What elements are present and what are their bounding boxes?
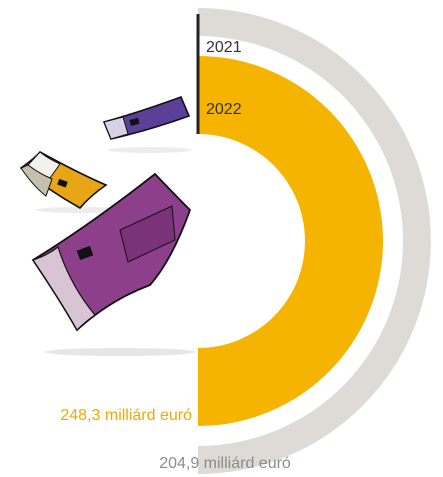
banknote-yellow-small <box>19 150 108 210</box>
value-label-2022: 248,3 milliárd euró <box>60 407 192 424</box>
category-label-2022: 2022 <box>206 101 242 118</box>
category-label-2021: 2021 <box>206 39 242 56</box>
arc-2021 <box>198 8 431 474</box>
banknote-shadow <box>35 207 125 213</box>
banknote-shadow <box>45 348 195 356</box>
arc-2022 <box>198 56 383 426</box>
banknote-purple-small <box>102 95 191 140</box>
banknote-shadow <box>108 147 192 153</box>
banknote-purple-large <box>31 172 192 332</box>
flying-euro-banknotes-illustration <box>19 95 195 356</box>
value-label-2021: 204,9 milliárd euró <box>159 455 291 472</box>
arc-series <box>198 8 431 474</box>
